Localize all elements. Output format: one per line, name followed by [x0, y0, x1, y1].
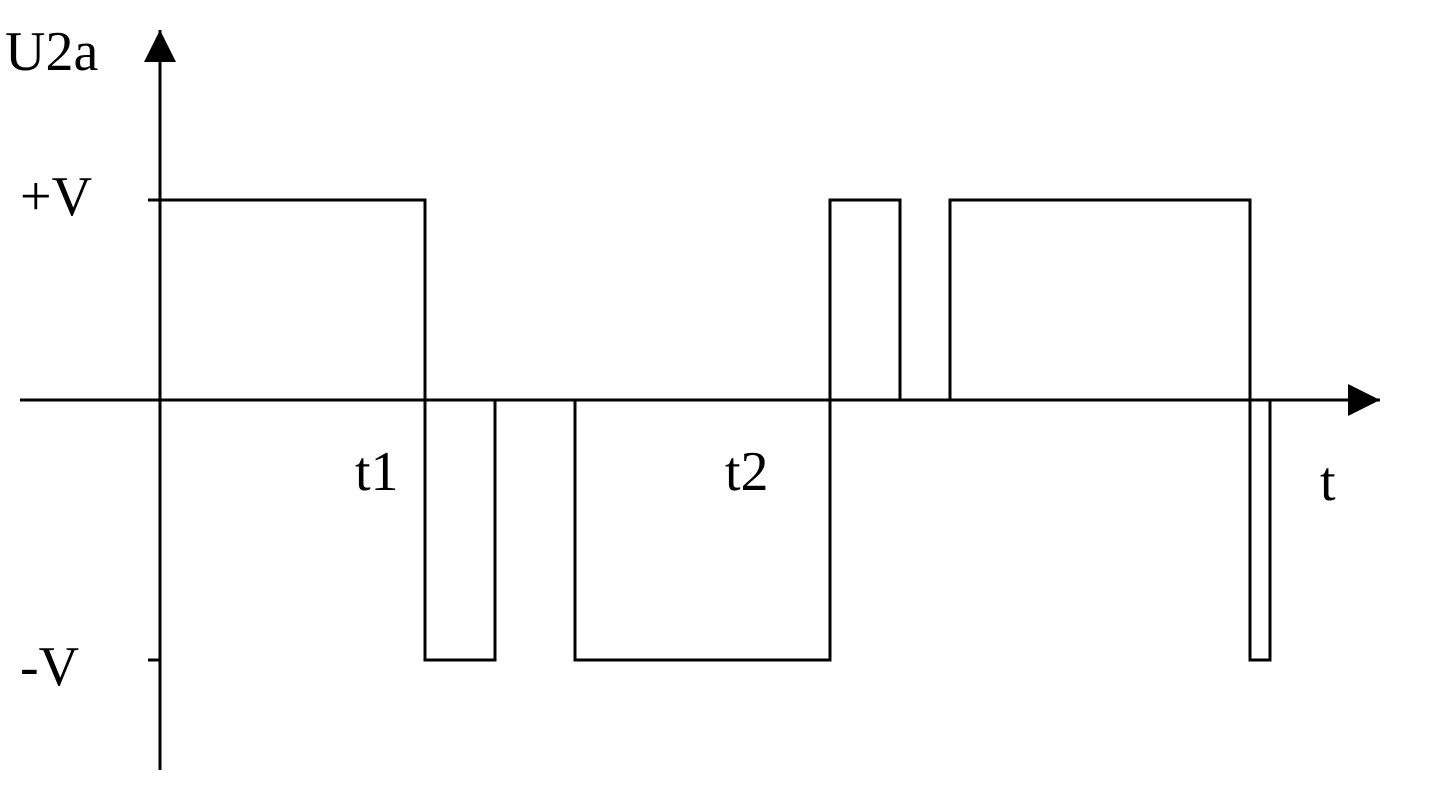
x-axis-label: t	[1320, 451, 1336, 513]
x-marker-t2: t2	[725, 441, 769, 503]
y-axis-arrow	[144, 30, 176, 62]
x-marker-t1: t1	[355, 441, 399, 503]
y-axis-label: U2a	[5, 21, 98, 83]
waveform-chart: t U2a +V -V t1 t2	[0, 0, 1453, 786]
pos-v-label: +V	[20, 166, 92, 228]
waveform-path	[160, 200, 1270, 660]
neg-v-label: -V	[20, 636, 79, 698]
x-axis-arrow	[1348, 384, 1380, 416]
